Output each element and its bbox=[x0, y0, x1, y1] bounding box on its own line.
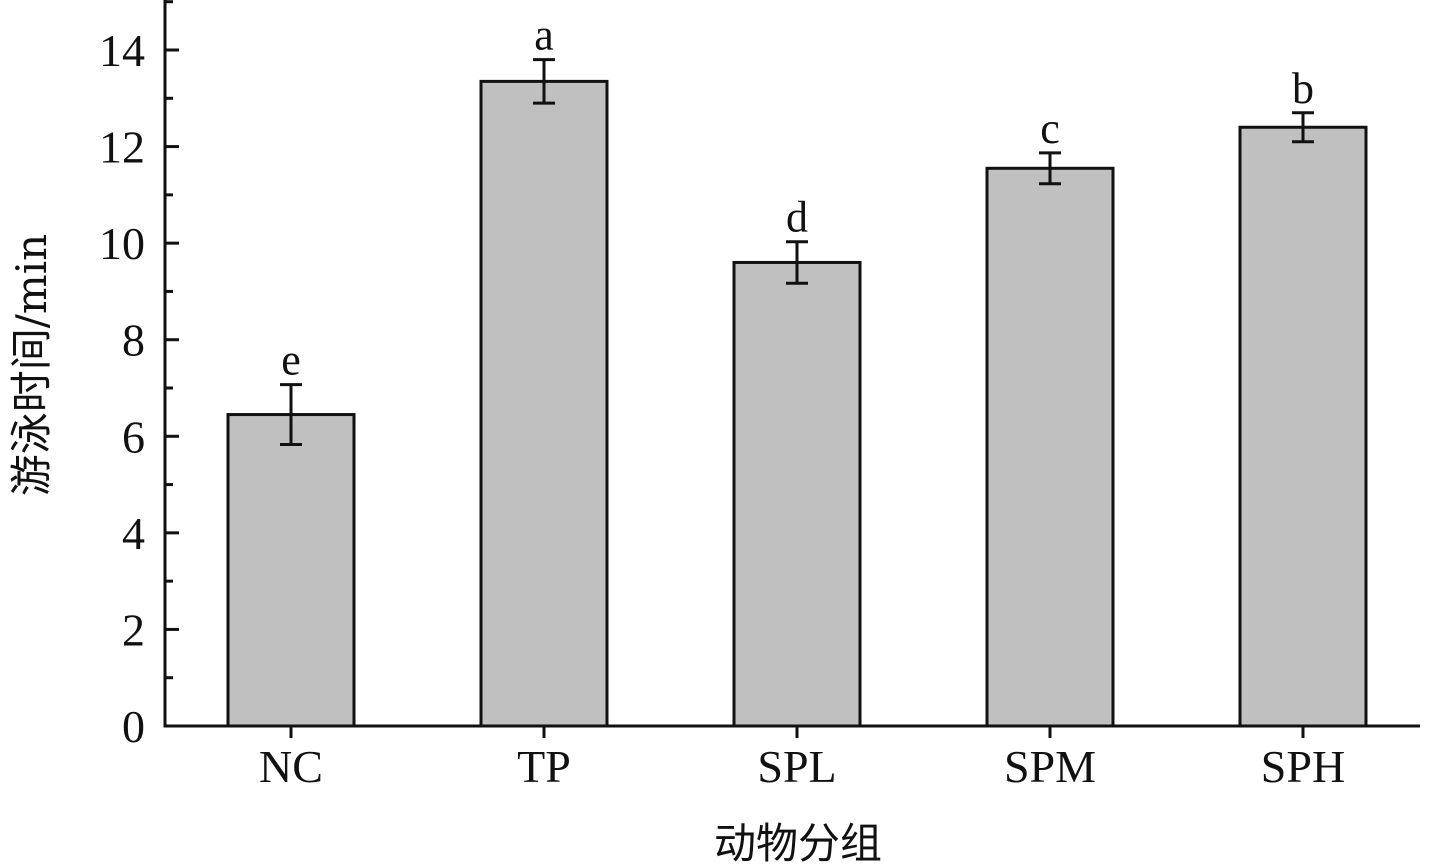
y-tick-label-8: 8 bbox=[122, 315, 145, 366]
bar-nc bbox=[226, 413, 356, 728]
significance-label-nc: e bbox=[281, 336, 301, 385]
x-tick-label-sph: SPH bbox=[1261, 741, 1345, 792]
x-tick-label-spl: SPL bbox=[757, 741, 836, 792]
significance-label-spl: d bbox=[786, 193, 808, 242]
bar-tp bbox=[479, 79, 609, 728]
significance-label-tp: a bbox=[534, 11, 554, 60]
y-tick-label-6: 6 bbox=[122, 411, 145, 462]
y-tick-label-14: 14 bbox=[99, 25, 145, 76]
y-axis-title: 游泳时间/min bbox=[7, 234, 56, 496]
y-tick-label-10: 10 bbox=[99, 218, 145, 269]
bar-spl bbox=[732, 260, 862, 728]
y-tick-label-4: 4 bbox=[122, 508, 145, 559]
y-tick-label-0: 0 bbox=[122, 701, 145, 752]
x-tick-label-nc: NC bbox=[259, 741, 323, 792]
x-tick-label-spm: SPM bbox=[1004, 741, 1096, 792]
bar-sph bbox=[1238, 125, 1368, 728]
y-tick-label-2: 2 bbox=[122, 604, 145, 655]
x-tick-label-tp: TP bbox=[517, 741, 571, 792]
bar-spm bbox=[985, 166, 1115, 728]
x-axis-title: 动物分组 bbox=[714, 819, 882, 868]
significance-label-sph: b bbox=[1292, 64, 1314, 113]
y-tick-label-12: 12 bbox=[99, 122, 145, 173]
significance-label-spm: c bbox=[1040, 104, 1060, 153]
